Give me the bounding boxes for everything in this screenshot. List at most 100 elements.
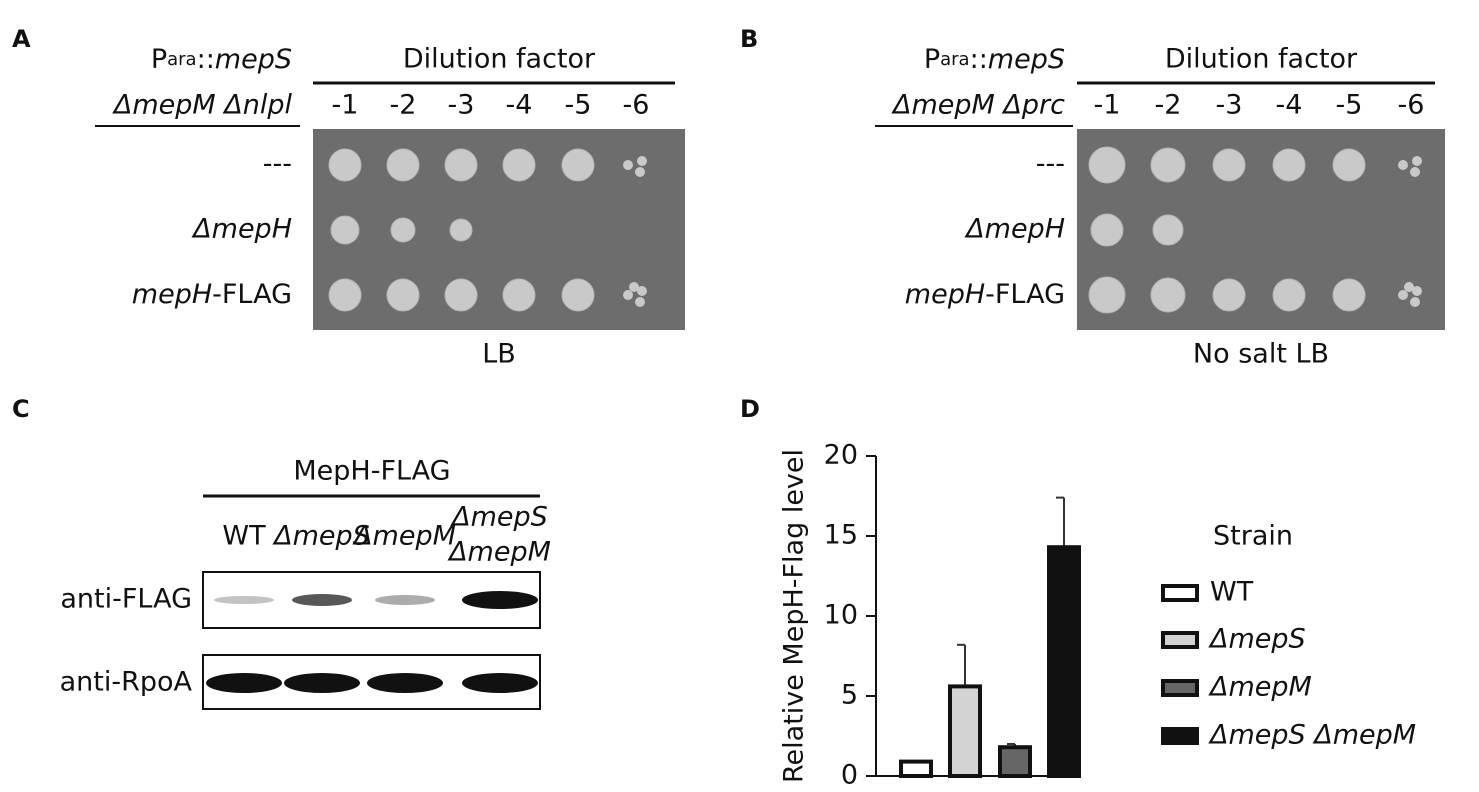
colony <box>637 286 647 296</box>
colony <box>623 160 633 170</box>
y-tick-label: 20 <box>824 440 858 471</box>
row-label: ΔmepH <box>191 214 292 245</box>
strain-header: Para::mepS <box>924 44 1065 75</box>
colony-spot <box>561 278 595 312</box>
legend-label: ΔmepS ΔmepM <box>1208 720 1416 751</box>
blot-label: anti-RpoA <box>60 667 193 698</box>
text-part: P <box>924 44 940 75</box>
blot-band <box>206 673 282 693</box>
text-part: mepS <box>215 44 292 75</box>
legend-label: WT <box>1210 577 1254 608</box>
text-part: :: <box>197 44 215 75</box>
y-axis-title: Relative MepH-Flag level <box>779 449 810 783</box>
bar <box>1047 545 1081 779</box>
colony-spot <box>1332 278 1366 312</box>
dilution-label: -6 <box>1398 90 1425 121</box>
legend-swatch <box>1161 727 1199 745</box>
lane-label: ΔmepS <box>272 521 370 552</box>
colony-spot <box>1088 276 1126 314</box>
panel-letter: C <box>12 395 30 423</box>
blot-band <box>214 596 274 604</box>
lane-label: ΔmepM <box>352 521 456 552</box>
text-part: ara <box>940 49 969 70</box>
colony-spot <box>1272 148 1306 182</box>
bar <box>998 745 1032 779</box>
colony <box>635 167 645 177</box>
blot-band <box>462 673 538 693</box>
text-part: :: <box>970 44 988 75</box>
blot-band <box>284 673 360 693</box>
plate <box>313 129 685 330</box>
blot-band <box>375 595 435 605</box>
y-tick-label: 10 <box>824 600 858 631</box>
dilution-label: -2 <box>390 90 417 121</box>
blot-band <box>367 673 443 693</box>
text-part: mepH <box>905 279 985 310</box>
dilution-label: -5 <box>1336 90 1363 121</box>
bar <box>948 684 982 779</box>
colony <box>1404 282 1414 292</box>
panel-letter: B <box>740 25 758 53</box>
row-label: mepH-FLAG <box>132 279 292 310</box>
panel-letter: D <box>740 395 760 423</box>
colony-spot <box>502 148 536 182</box>
y-tick-label: 5 <box>841 680 858 711</box>
row-label: --- <box>1036 149 1065 180</box>
colony-spot <box>390 217 416 243</box>
colony-spot <box>328 148 362 182</box>
lane-label: ΔmepM <box>447 537 551 568</box>
colony-spot <box>1090 213 1124 247</box>
lane-label: WT <box>222 521 266 552</box>
colony-spot <box>330 215 360 245</box>
colony-spot <box>1332 148 1366 182</box>
colony <box>1412 286 1422 296</box>
text-part: mepS <box>988 44 1065 75</box>
dilution-label: -2 <box>1155 90 1182 121</box>
colony-spot <box>386 148 420 182</box>
legend-title: Strain <box>1213 521 1293 552</box>
colony-spot <box>1088 146 1126 184</box>
y-tick-label: 15 <box>824 520 858 551</box>
colony <box>635 297 645 307</box>
colony-spot <box>1212 278 1246 312</box>
legend-label: ΔmepS <box>1208 624 1306 655</box>
text-part: ara <box>167 49 196 70</box>
colony <box>623 290 633 300</box>
dilution-label: -6 <box>623 90 650 121</box>
legend-swatch <box>1161 584 1199 602</box>
strain-header: Para::mepS <box>151 44 292 75</box>
colony-spot <box>1150 277 1186 313</box>
row-label: ΔmepH <box>964 214 1065 245</box>
bar <box>899 759 933 778</box>
colony <box>1398 290 1408 300</box>
colony-spot <box>386 278 420 312</box>
colony-spot <box>1152 214 1184 246</box>
colony-spot <box>1150 147 1186 183</box>
legend-swatch <box>1161 631 1199 649</box>
medium-label: No salt LB <box>1193 339 1329 370</box>
colony-spot <box>1272 278 1306 312</box>
blot-label: anti-FLAG <box>60 584 192 615</box>
dilution-label: -4 <box>1276 90 1303 121</box>
legend-swatch <box>1161 679 1199 697</box>
row-label: mepH-FLAG <box>905 279 1065 310</box>
dilution-label: -3 <box>448 90 475 121</box>
colony <box>1412 156 1422 166</box>
blot-band <box>292 594 352 606</box>
plate <box>1077 129 1445 330</box>
row-label: --- <box>263 149 292 180</box>
colony-spot <box>561 148 595 182</box>
medium-label: LB <box>482 339 516 370</box>
text-part: mepH <box>132 279 212 310</box>
panel-letter: A <box>12 25 31 53</box>
colony-spot <box>502 278 536 312</box>
dilution-label: -4 <box>506 90 533 121</box>
colony-spot <box>328 278 362 312</box>
text-part: -FLAG <box>985 279 1065 310</box>
colony-spot <box>444 278 478 312</box>
dilution-title: Dilution factor <box>403 44 596 75</box>
strain-background: ΔmepM Δprc <box>891 90 1065 121</box>
text-part: P <box>151 44 167 75</box>
colony <box>637 156 647 166</box>
